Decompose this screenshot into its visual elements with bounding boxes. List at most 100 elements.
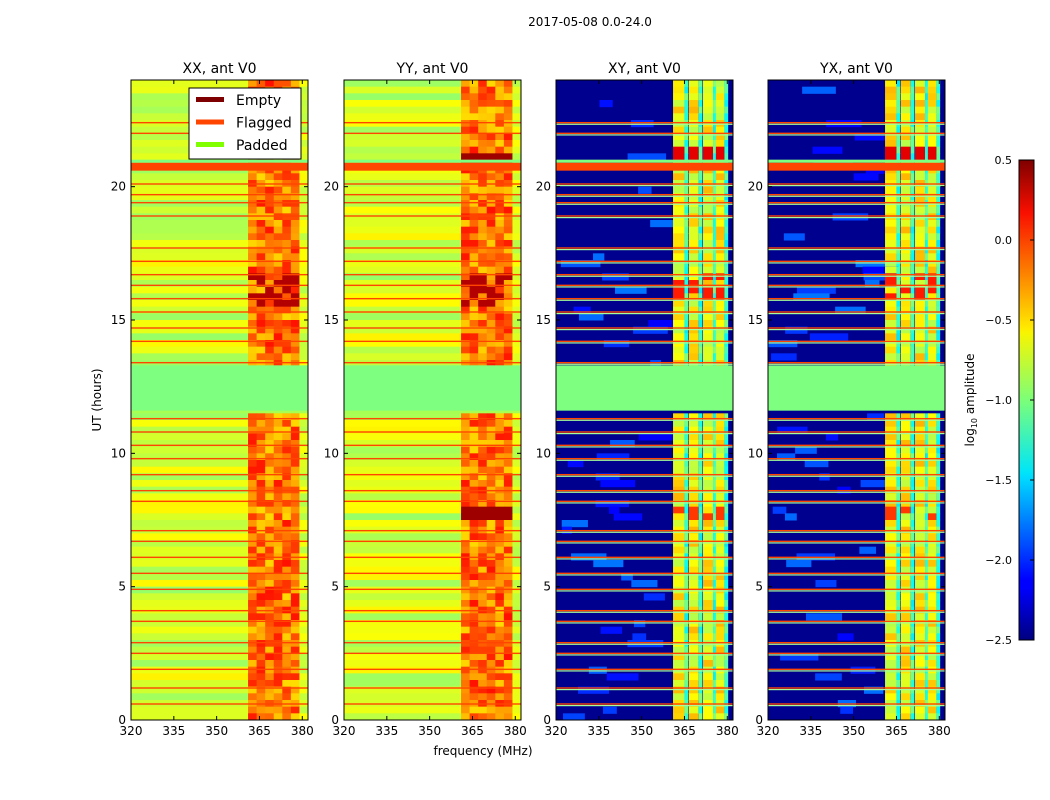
heatmap-cell <box>900 120 911 128</box>
heatmap-cell <box>512 126 521 134</box>
heatmap-cell <box>698 673 703 681</box>
heatmap-cell <box>495 340 505 348</box>
heatmap-cell <box>925 280 929 288</box>
heatmap-cell <box>469 413 479 421</box>
heatmap-cell <box>248 260 258 268</box>
heatmap-cell <box>900 626 911 634</box>
flagged-line <box>344 132 521 135</box>
heatmap-cell <box>273 680 283 688</box>
flagged-line <box>344 297 521 300</box>
heatmap-cell <box>461 253 471 261</box>
heatmap-cell <box>936 200 941 208</box>
heatmap-cell <box>885 360 897 368</box>
heatmap-cell <box>715 153 725 161</box>
heatmap-cell <box>469 566 479 574</box>
heatmap-cell <box>900 566 911 574</box>
heatmap-cell <box>896 546 901 554</box>
heatmap-cell <box>469 593 479 601</box>
heatmap-cell <box>703 306 714 314</box>
heatmap-cell <box>282 626 292 634</box>
heatmap-cell <box>673 420 685 428</box>
heatmap-cell <box>469 673 479 681</box>
heatmap-cell <box>248 680 258 688</box>
heatmap-cell <box>248 440 258 448</box>
heatmap-cell <box>495 580 505 588</box>
heatmap-cell <box>512 633 521 641</box>
heatmap-cell <box>673 460 685 468</box>
heatmap-cell <box>469 313 479 321</box>
heatmap-cell <box>131 540 249 548</box>
heatmap-cell <box>344 300 462 308</box>
heatmap-cell <box>344 513 462 521</box>
heatmap-cell <box>273 460 283 468</box>
heatmap-cell <box>265 573 275 581</box>
heatmap-cell <box>344 680 462 688</box>
heatmap-cell <box>478 593 488 601</box>
heatmap-cell <box>910 540 915 548</box>
heatmap-cell <box>715 320 725 328</box>
heatmap-cell <box>703 620 714 628</box>
heatmap-cell <box>896 573 901 581</box>
heatmap-cell <box>265 286 275 294</box>
panel-frame <box>130 79 309 721</box>
heatmap-cell <box>461 280 471 288</box>
heatmap-cell <box>290 446 300 454</box>
heatmap-cell <box>503 600 513 608</box>
heatmap-cell <box>936 506 941 514</box>
heatmap-cell <box>495 713 505 721</box>
heatmap-cell <box>344 573 462 581</box>
heatmap-cell <box>715 313 725 321</box>
heatmap-cell <box>684 560 689 568</box>
heatmap-cell <box>698 653 703 661</box>
heatmap-cell <box>265 260 275 268</box>
heatmap-cell <box>503 113 513 121</box>
flagged-line <box>344 260 521 263</box>
heatmap-cell <box>885 253 897 261</box>
heatmap-cell <box>885 126 897 134</box>
heatmap-cell <box>715 206 725 214</box>
heatmap-cell <box>896 633 901 641</box>
heatmap-cell <box>512 686 521 694</box>
heatmap-cell <box>855 260 893 268</box>
flagged-halo <box>768 342 945 344</box>
heatmap-cell <box>925 353 929 361</box>
heatmap-cell <box>299 560 308 568</box>
heatmap-cell <box>698 680 703 688</box>
heatmap-cell <box>282 546 292 554</box>
heatmap-cell <box>512 333 521 341</box>
heatmap-cell <box>633 620 646 628</box>
heatmap-cell <box>265 280 275 288</box>
heatmap-cell <box>282 480 292 488</box>
heatmap-cell <box>915 653 926 661</box>
flagged-line <box>556 652 733 655</box>
heatmap-cell <box>673 686 685 694</box>
heatmap-cell <box>927 213 937 221</box>
heatmap-cell <box>512 506 521 514</box>
heatmap-cell <box>265 466 275 474</box>
heatmap-cell <box>698 293 703 301</box>
heatmap-cell <box>131 226 249 234</box>
heatmap-cell <box>282 186 292 194</box>
heatmap-cell <box>486 560 496 568</box>
heatmap-cell <box>290 600 300 608</box>
heatmap-cell <box>265 206 275 214</box>
heatmap-cell <box>299 226 308 234</box>
heatmap-cell <box>698 506 703 514</box>
heatmap-cell <box>299 706 308 714</box>
heatmap-cell <box>256 513 266 521</box>
heatmap-cell <box>512 320 521 328</box>
flagged-line <box>344 609 521 612</box>
heatmap-cell <box>724 126 729 134</box>
heatmap-cell <box>673 206 685 214</box>
heatmap-cell <box>896 266 901 274</box>
heatmap-cell <box>867 413 885 421</box>
heatmap-cell <box>290 300 300 308</box>
heatmap-cell <box>495 540 505 548</box>
heatmap-cell <box>724 300 729 308</box>
heatmap-cell <box>703 106 714 114</box>
heatmap-cell <box>713 220 717 228</box>
heatmap-cell <box>486 593 496 601</box>
heatmap-cell <box>256 493 266 501</box>
heatmap-cell <box>344 360 462 368</box>
heatmap-cell <box>248 460 258 468</box>
